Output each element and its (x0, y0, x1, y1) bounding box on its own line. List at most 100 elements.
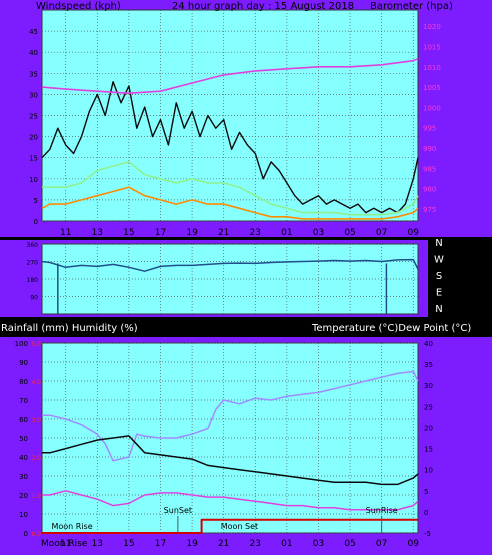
barometer-series (41, 57, 419, 94)
y-tick-label: 25 (29, 113, 38, 121)
gust-series (41, 81, 419, 214)
compass-label: W (434, 255, 444, 266)
x-tick-label: 21 (218, 539, 229, 549)
right-axis-title: Temperature (°C)Dew Point (°C) (311, 323, 471, 334)
x-tick-label: 05 (344, 539, 355, 549)
left-axis-title: Rainfall (mm) Humidity (%) (1, 323, 138, 334)
humidity-tick-label: 80 (19, 378, 28, 386)
chart-title: 24 hour graph day : 15 August 2018 (172, 1, 354, 12)
x-tick-label: 17 (155, 228, 166, 238)
moonset-label: Moon Set (221, 522, 258, 531)
temp-tick-label: 35 (424, 361, 433, 369)
x-tick-label: 15 (123, 539, 134, 549)
x-tick-label: 05 (344, 228, 355, 238)
y2-tick-label: 980 (423, 186, 436, 194)
temp-tick-label: 40 (424, 340, 433, 348)
humidity-tick-label: 70 (19, 397, 28, 405)
panel-separator (0, 237, 492, 240)
y2-tick-label: 1000 (423, 104, 441, 112)
compass-label: E (436, 288, 442, 299)
humidity-tick-label: 50 (19, 435, 28, 443)
moonrise-label: Moon Rise (51, 522, 92, 531)
humidity-tick-label: 30 (19, 473, 28, 481)
y2-tick-label: 990 (423, 145, 436, 153)
x-tick-label: 09 (408, 228, 420, 238)
sunset-label: SunSet (164, 506, 192, 515)
weather-plot-area (41, 342, 419, 534)
y2-tick-label: 1020 (423, 23, 441, 31)
rain-tick-label: 3.0 (31, 417, 41, 424)
y2-tick-label: 975 (423, 206, 436, 214)
temp-tick-label: 5 (424, 488, 428, 496)
x-tick-label: 19 (186, 539, 198, 549)
humidity-tick-label: 60 (19, 416, 28, 424)
x-tick-label: 09 (408, 539, 420, 549)
x-tick-label: 11 (60, 539, 71, 549)
average-series (42, 161, 419, 216)
humidity-tick-label: 20 (19, 492, 28, 500)
rain-tick-label: 4.0 (31, 379, 41, 386)
y-tick-label: 15 (29, 155, 38, 163)
humidity-tick-label: 100 (15, 340, 28, 348)
direction-tick-label: 90 (30, 295, 38, 302)
temp-tick-label: 0 (424, 509, 428, 517)
y2-tick-label: 1005 (423, 84, 441, 92)
y-tick-label: 30 (29, 91, 38, 99)
x-tick-label: 11 (60, 228, 71, 238)
y2-tick-label: 1015 (423, 44, 441, 52)
x-tick-label: 07 (376, 228, 387, 238)
rain-tick-label: 0.0 (31, 531, 41, 538)
y-tick-label: 40 (29, 49, 38, 57)
wind-plot-area (41, 9, 419, 222)
compass-strip (428, 239, 492, 319)
x-tick-label: 21 (218, 228, 229, 238)
x-tick-label: 01 (281, 539, 292, 549)
x-tick-label: 13 (92, 539, 103, 549)
direction-tick-label: 270 (27, 260, 39, 267)
compass-label: N (435, 304, 442, 315)
y-tick-label: 45 (29, 28, 38, 36)
temperature-series (42, 435, 419, 486)
rain-tick-label: 1.0 (31, 493, 41, 500)
x-tick-label: 17 (155, 539, 166, 549)
compass-label: N (435, 238, 442, 249)
compass-label: S (436, 271, 442, 282)
x-tick-label: 23 (250, 228, 261, 238)
panel-separator (0, 317, 492, 320)
rainfall-series (42, 518, 418, 534)
humidity-tick-label: 0 (24, 530, 28, 538)
y-tick-label: 10 (29, 176, 38, 184)
x-tick-label: 19 (186, 228, 198, 238)
x-tick-label: 03 (313, 228, 324, 238)
rain-tick-label: 2.0 (31, 455, 41, 462)
wind-series (41, 186, 419, 220)
temp-tick-label: 20 (424, 424, 433, 432)
x-tick-label: 03 (313, 539, 324, 549)
direction-tick-label: 180 (27, 277, 39, 284)
x-tick-label: 01 (281, 228, 292, 238)
temp-tick-label: -5 (424, 530, 431, 538)
dewpoint-series (42, 490, 419, 511)
sunrise-label: SunRise (366, 506, 398, 515)
y2-tick-label: 995 (423, 125, 436, 133)
temp-tick-label: 25 (424, 403, 433, 411)
y2-axis-title: Barometer (hpa) (370, 1, 453, 12)
humidity-series (42, 370, 419, 462)
y-tick-label: 35 (29, 70, 38, 78)
x-tick-label: 23 (250, 539, 261, 549)
y2-tick-label: 985 (423, 165, 436, 173)
humidity-tick-label: 10 (19, 511, 28, 519)
bottom-header-strip (0, 319, 492, 337)
humidity-tick-label: 40 (19, 454, 28, 462)
direction-series (41, 258, 419, 272)
y-tick-label: 0 (34, 218, 38, 226)
rain-tick-label: 5.0 (31, 341, 41, 348)
temp-tick-label: 15 (424, 446, 433, 454)
y-tick-label: 20 (29, 134, 38, 142)
y-tick-label: 5 (34, 197, 38, 205)
temp-tick-label: 10 (424, 467, 433, 475)
temp-tick-label: 30 (424, 382, 433, 390)
humidity-tick-label: 90 (19, 359, 28, 367)
